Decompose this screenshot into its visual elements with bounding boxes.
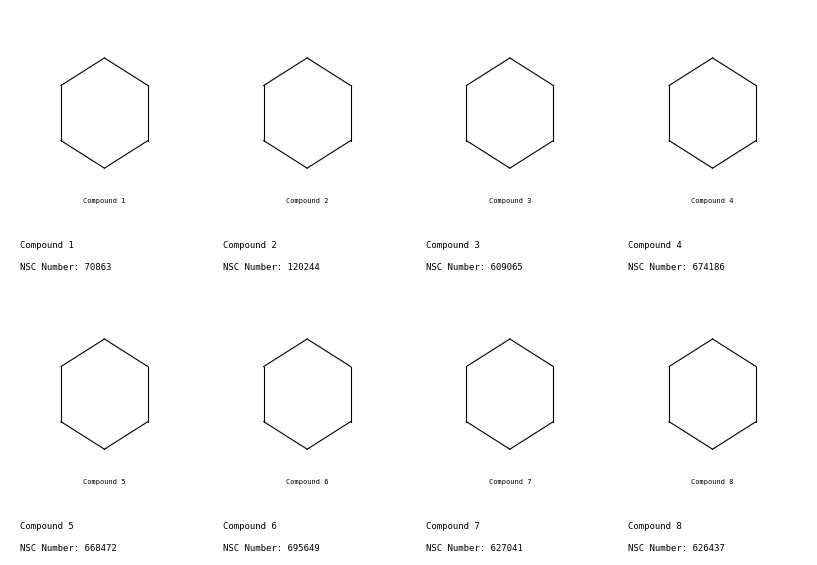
Text: Compound 4: Compound 4 <box>628 241 682 250</box>
Text: Compound 3: Compound 3 <box>426 241 480 250</box>
Text: Compound 7: Compound 7 <box>489 479 531 485</box>
Text: Compound 2: Compound 2 <box>286 198 328 204</box>
Text: Compound 8: Compound 8 <box>691 479 734 485</box>
Text: Compound 4: Compound 4 <box>691 198 734 204</box>
Text: NSC Number: 695649: NSC Number: 695649 <box>223 544 319 553</box>
Text: Compound 5: Compound 5 <box>83 479 126 485</box>
Text: Compound 6: Compound 6 <box>223 522 277 531</box>
Text: Compound 2: Compound 2 <box>223 241 277 250</box>
Text: NSC Number: 674186: NSC Number: 674186 <box>628 263 725 272</box>
Text: Compound 8: Compound 8 <box>628 522 682 531</box>
Text: NSC Number: 627041: NSC Number: 627041 <box>426 544 522 553</box>
Text: Compound 6: Compound 6 <box>286 479 328 485</box>
Text: Compound 3: Compound 3 <box>489 198 531 204</box>
Text: Compound 7: Compound 7 <box>426 522 480 531</box>
Text: NSC Number: 609065: NSC Number: 609065 <box>426 263 522 272</box>
Text: NSC Number: 668472: NSC Number: 668472 <box>20 544 117 553</box>
Text: Compound 1: Compound 1 <box>83 198 126 204</box>
Text: NSC Number: 120244: NSC Number: 120244 <box>223 263 319 272</box>
Text: NSC Number: 626437: NSC Number: 626437 <box>628 544 725 553</box>
Text: Compound 1: Compound 1 <box>20 241 74 250</box>
Text: Compound 5: Compound 5 <box>20 522 74 531</box>
Text: NSC Number: 70863: NSC Number: 70863 <box>20 263 111 272</box>
